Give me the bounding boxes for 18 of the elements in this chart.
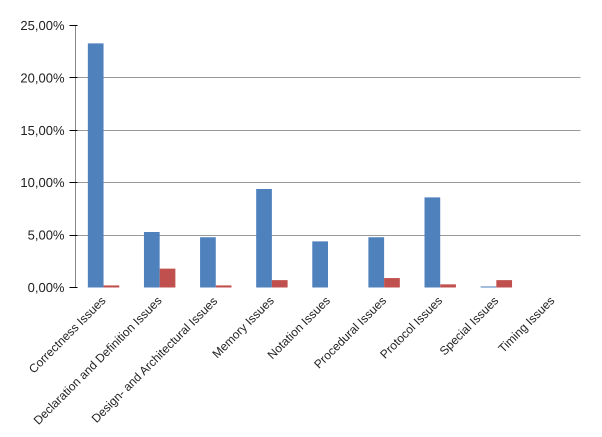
bar xyxy=(312,241,328,288)
y-tick-label: 25,00% xyxy=(20,18,65,33)
y-tick-label: 10,00% xyxy=(20,175,65,190)
bar xyxy=(272,280,288,288)
y-tick-label: 5,00% xyxy=(28,228,65,243)
bar xyxy=(88,43,104,288)
y-tick-label: 0,00% xyxy=(28,280,65,295)
bar xyxy=(200,237,216,288)
bar xyxy=(256,188,272,288)
bar xyxy=(384,278,400,288)
bar xyxy=(496,280,512,288)
bar xyxy=(144,232,160,288)
bar xyxy=(160,268,176,288)
y-tick-label: 20,00% xyxy=(20,70,65,86)
y-tick-label: 15,00% xyxy=(20,122,65,138)
bar xyxy=(440,284,456,288)
bar xyxy=(368,237,384,288)
bar xyxy=(424,197,440,288)
